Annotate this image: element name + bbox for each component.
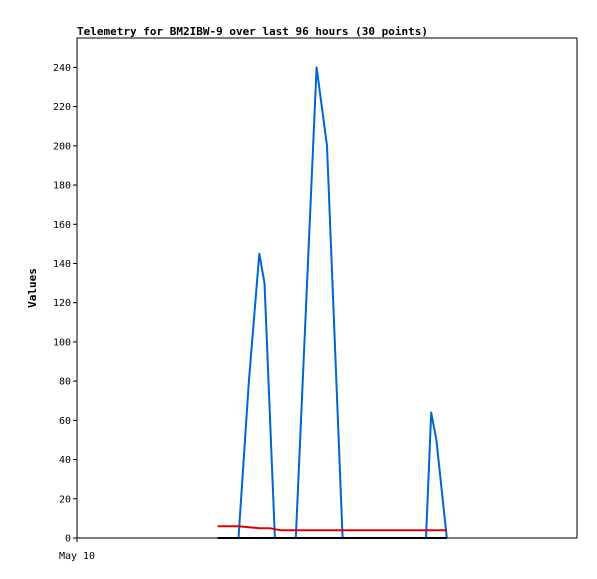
y-tick-label: 160 <box>53 220 71 231</box>
y-tick-label: 200 <box>53 141 71 152</box>
y-tick-label: 140 <box>53 259 71 270</box>
y-axis-ticks: 0 20 40 60 80 100 120 140 160 180 200 220 240 <box>53 63 77 545</box>
x-axis-ticks: May 10 <box>59 538 95 562</box>
y-tick-label: 60 <box>59 416 71 427</box>
y-tick-label: 240 <box>53 63 71 74</box>
y-tick-label: 20 <box>59 494 71 505</box>
y-tick-label: 180 <box>53 181 71 192</box>
series-line-2 <box>217 525 447 532</box>
y-tick-label: 80 <box>59 377 71 388</box>
y-tick-label: 220 <box>53 102 71 113</box>
series-line-1 <box>217 66 448 539</box>
y-axis-label: Values <box>26 268 39 308</box>
chart-title: Telemetry for BM2IBW-9 over last 96 hour… <box>77 25 428 38</box>
x-tick-label: May 10 <box>59 551 95 562</box>
y-tick-label: 100 <box>53 337 71 348</box>
series-layer <box>217 66 448 539</box>
y-tick-label: 120 <box>53 298 71 309</box>
y-tick-label: 0 <box>65 534 71 545</box>
plot-area <box>76 37 578 539</box>
y-tick-label: 40 <box>59 455 71 466</box>
